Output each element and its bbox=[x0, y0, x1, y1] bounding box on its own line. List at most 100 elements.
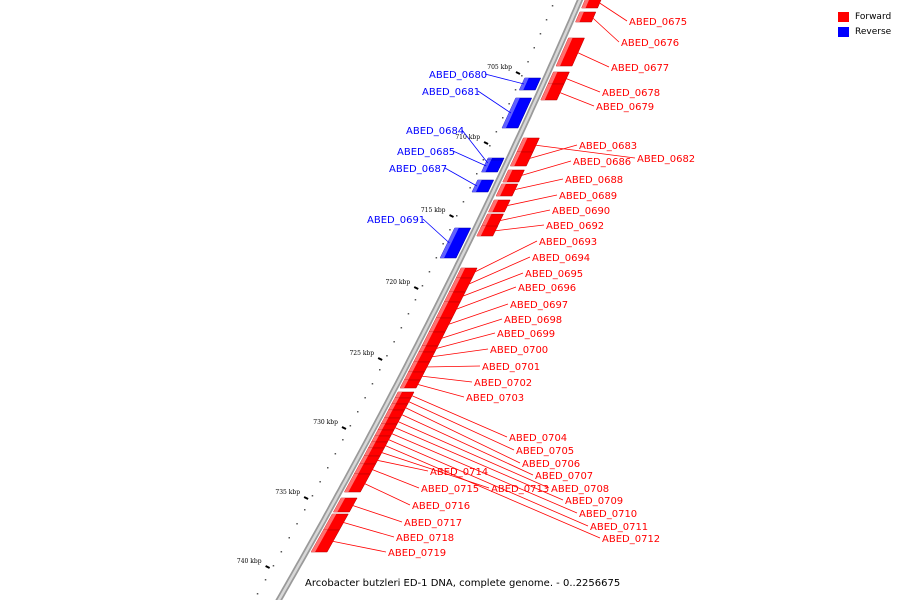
gene-label: ABED_0707 bbox=[535, 471, 593, 482]
minor-tick bbox=[414, 299, 417, 301]
gene-feature bbox=[343, 473, 371, 493]
gene-label: ABED_0703 bbox=[466, 393, 524, 404]
gene-feature-bevel bbox=[476, 226, 486, 236]
leader-line bbox=[403, 406, 521, 464]
minor-tick bbox=[371, 383, 374, 385]
gene-label: ABED_0677 bbox=[611, 63, 669, 74]
tick-label: 705 kbp bbox=[487, 64, 512, 71]
gene-label: ABED_0705 bbox=[516, 446, 574, 457]
leader-line bbox=[370, 468, 420, 489]
gene-feature-bevel bbox=[384, 410, 393, 418]
gene-label: ABED_0710 bbox=[579, 509, 637, 520]
minor-tick bbox=[421, 285, 424, 287]
major-tick bbox=[483, 141, 489, 145]
gene-feature-bevel bbox=[311, 530, 328, 552]
gene-label: ABED_0684 bbox=[406, 126, 464, 137]
minor-tick bbox=[357, 411, 359, 413]
leader-line bbox=[505, 194, 558, 207]
leader-line bbox=[597, 1, 628, 22]
leader-line bbox=[400, 413, 534, 476]
gene-feature-bevel bbox=[581, 0, 589, 8]
minor-tick bbox=[462, 201, 465, 203]
gene-label: ABED_0702 bbox=[474, 378, 532, 389]
gene-feature-bevel bbox=[404, 372, 413, 380]
minor-tick bbox=[342, 439, 344, 441]
minor-tick bbox=[482, 159, 485, 161]
gene-feature-bevel bbox=[575, 12, 584, 22]
gene-label: ABED_0676 bbox=[621, 38, 679, 49]
gene-label: ABED_0680 bbox=[429, 70, 487, 81]
leader-line bbox=[454, 286, 517, 311]
legend: Forward Reverse bbox=[838, 9, 891, 39]
gene-label: ABED_0706 bbox=[522, 459, 580, 470]
gene-label: ABED_0701 bbox=[482, 362, 540, 373]
gene-feature-bevel bbox=[556, 38, 573, 66]
leader-line bbox=[519, 160, 572, 177]
gene-label: ABED_0718 bbox=[396, 533, 454, 544]
major-tick bbox=[449, 214, 454, 218]
leader-line bbox=[461, 129, 489, 164]
gene-label: ABED_0682 bbox=[637, 154, 695, 165]
gene-feature-bevel bbox=[408, 362, 418, 372]
leader-line bbox=[386, 438, 589, 527]
gene-label: ABED_0715 bbox=[421, 484, 479, 495]
gene-label: ABED_0713 bbox=[491, 484, 549, 495]
gene-label: ABED_0688 bbox=[565, 175, 623, 186]
leader-line bbox=[430, 348, 489, 358]
gene-feature-bevel bbox=[364, 448, 373, 456]
minor-tick bbox=[393, 341, 395, 343]
minor-tick bbox=[539, 33, 542, 35]
gene-feature-bevel bbox=[480, 214, 492, 228]
gene-feature-bevel bbox=[374, 430, 382, 436]
gene-label: ABED_0695 bbox=[525, 269, 583, 280]
gene-feature-bevel bbox=[377, 424, 386, 430]
forward-swatch bbox=[838, 11, 849, 22]
leader-line bbox=[558, 91, 595, 107]
gene-feature-bevel bbox=[333, 498, 346, 512]
major-tick bbox=[515, 71, 521, 75]
gene-feature-bevel bbox=[516, 138, 528, 152]
gene-label: ABED_0687 bbox=[389, 164, 447, 175]
leader-line bbox=[477, 90, 512, 114]
tick-label: 725 kbp bbox=[349, 350, 374, 357]
leader-line bbox=[390, 432, 578, 514]
gene-label: ABED_0714 bbox=[430, 467, 488, 478]
minor-tick bbox=[280, 551, 283, 553]
gene-feature-bevel bbox=[359, 456, 368, 464]
major-tick bbox=[377, 357, 383, 361]
minor-tick bbox=[502, 117, 504, 119]
leader-line bbox=[434, 332, 496, 350]
reverse-swatch bbox=[838, 26, 849, 37]
gene-feature-bevel bbox=[496, 184, 506, 196]
leader-line bbox=[527, 144, 578, 160]
minor-tick bbox=[521, 75, 523, 77]
leader-line bbox=[393, 426, 564, 501]
gene-feature-bevel bbox=[391, 398, 399, 404]
gene-label: ABED_0708 bbox=[551, 484, 609, 495]
tick-label: 720 kbp bbox=[386, 279, 411, 286]
gene-feature-bevel bbox=[436, 302, 449, 318]
minor-tick bbox=[334, 453, 337, 455]
leader-line bbox=[407, 400, 515, 451]
gene-label: ABED_0681 bbox=[422, 87, 480, 98]
gene-feature-bevel bbox=[449, 278, 461, 292]
gene-label: ABED_0704 bbox=[509, 433, 567, 444]
gene-feature-bevel bbox=[429, 318, 441, 332]
minor-tick bbox=[469, 187, 471, 189]
gene-feature-bevel bbox=[400, 380, 409, 388]
gene-label: ABED_0697 bbox=[510, 300, 568, 311]
gene-label: ABED_0693 bbox=[539, 237, 597, 248]
minor-tick bbox=[533, 47, 535, 49]
minor-tick bbox=[442, 243, 444, 245]
major-tick bbox=[341, 426, 347, 430]
leader-line bbox=[444, 167, 478, 187]
major-tick bbox=[413, 286, 419, 290]
gene-feature-bevel bbox=[548, 72, 558, 84]
minor-tick bbox=[407, 313, 410, 315]
gene-label: ABED_0700 bbox=[490, 345, 548, 356]
leader-line bbox=[439, 318, 503, 340]
gene-label: ABED_0711 bbox=[590, 522, 648, 533]
gene-feature-bevel bbox=[540, 84, 552, 100]
minor-tick bbox=[296, 523, 298, 525]
